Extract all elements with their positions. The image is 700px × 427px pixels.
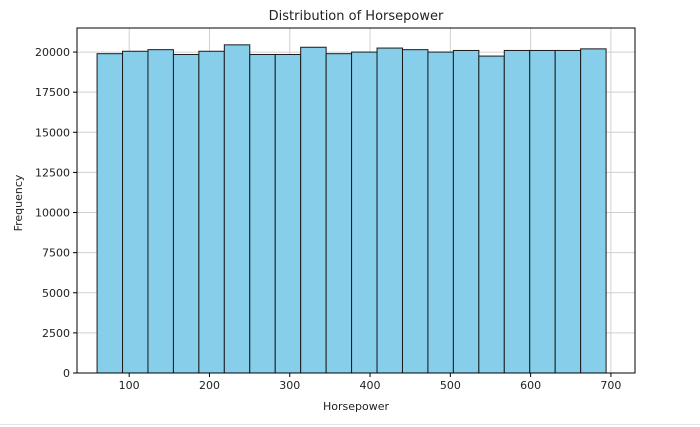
y-tick-label: 7500	[42, 247, 70, 260]
histogram-bar	[452, 49, 480, 374]
x-tick-label: 600	[520, 379, 541, 392]
bars	[96, 44, 607, 374]
y-tick-label: 12500	[35, 166, 70, 179]
axes	[76, 27, 636, 374]
x-axis-ticks: 100 200 300 400 500 600 700	[119, 373, 621, 392]
histogram-bar	[198, 50, 225, 374]
histogram-bar	[478, 55, 505, 374]
histogram-bar	[580, 48, 607, 374]
histogram-bar	[325, 53, 353, 374]
histogram-bar	[249, 53, 276, 374]
histogram-bar	[172, 53, 200, 374]
histogram-bar	[427, 51, 454, 374]
bottom-divider	[0, 424, 700, 425]
histogram-bar	[529, 49, 556, 374]
x-tick-label: 500	[440, 379, 461, 392]
x-tick-label: 700	[600, 379, 621, 392]
histogram-bar	[147, 49, 174, 374]
histogram-bar	[351, 51, 378, 374]
y-tick-label: 0	[63, 367, 70, 380]
histogram-bar	[274, 53, 302, 374]
histogram-bar	[503, 49, 531, 374]
histogram-bar	[401, 49, 429, 374]
histogram-bar	[376, 47, 403, 374]
plot-frame	[76, 27, 636, 374]
y-axis-ticks: 0 2500 5000 7500 10000 12500 15000 17500 20000	[35, 46, 77, 380]
y-tick-label: 10000	[35, 207, 70, 220]
x-tick-label: 400	[360, 379, 381, 392]
x-axis-label: Horsepower	[323, 400, 389, 413]
histogram-bar	[223, 44, 251, 374]
y-tick-label: 2500	[42, 327, 70, 340]
y-axis-label: Frequency	[12, 174, 25, 231]
y-tick-label: 20000	[35, 46, 70, 59]
y-tick-label: 15000	[35, 126, 70, 139]
histogram-bar	[96, 53, 124, 374]
histogram-bar	[554, 49, 582, 374]
x-tick-label: 300	[279, 379, 300, 392]
x-tick-label: 200	[199, 379, 220, 392]
y-tick-label: 5000	[42, 287, 70, 300]
chart-title: Distribution of Horsepower	[269, 9, 444, 24]
x-tick-label: 100	[119, 379, 140, 392]
histogram-bar	[122, 50, 149, 374]
y-tick-label: 17500	[35, 86, 70, 99]
histogram-bar	[300, 46, 327, 374]
